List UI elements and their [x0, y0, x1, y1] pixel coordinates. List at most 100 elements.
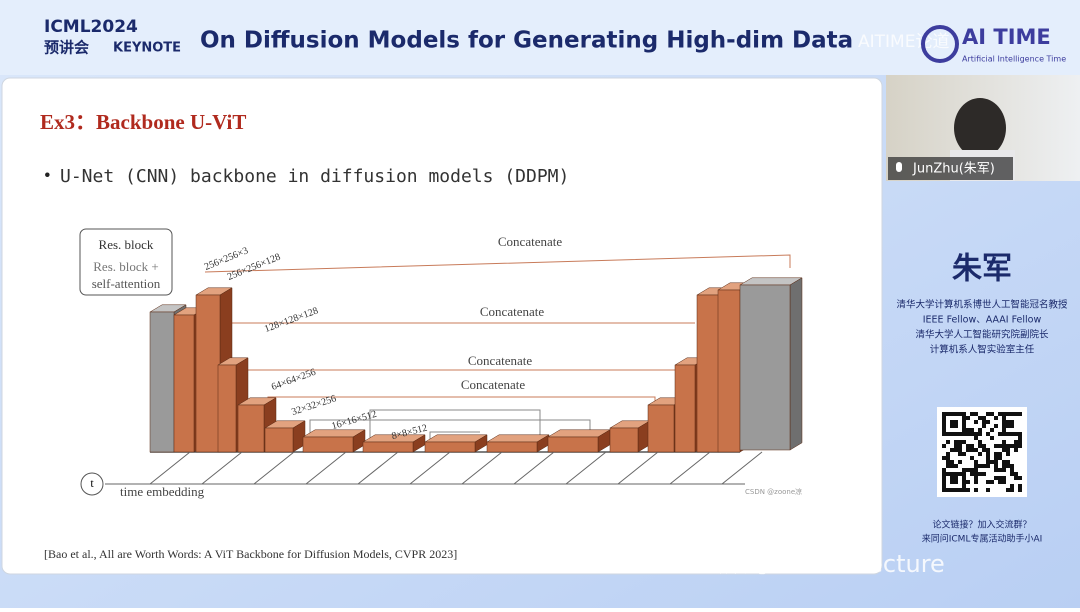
qr-cell: [982, 472, 986, 476]
qr-cell: [954, 488, 958, 492]
block: [195, 294, 221, 453]
qr-cell: [958, 452, 962, 456]
qr-cell: [1006, 464, 1010, 468]
qr-cell: [994, 424, 998, 428]
cta: 来同问ICML专属活动助手小AI: [922, 533, 1043, 545]
qr-cell: [954, 412, 958, 416]
qr-cell: [982, 448, 986, 452]
qr-cell: [978, 472, 982, 476]
qr-cell: [1002, 464, 1006, 468]
qr-cell: [990, 480, 994, 484]
time-arrow: [409, 451, 451, 485]
qr-cell: [1018, 488, 1022, 492]
qr-cell: [962, 424, 966, 428]
block: [696, 294, 720, 453]
skip-line: [429, 431, 480, 442]
qr-cell: [958, 432, 962, 436]
qr-cell: [954, 440, 958, 444]
qr-cell: [962, 472, 966, 476]
qr-cell: [942, 432, 946, 436]
qr-cell: [942, 476, 946, 480]
qr-cell: [946, 456, 950, 460]
bio-line: 计算机系人智实验室主任: [930, 344, 1035, 356]
qr-cell: [946, 464, 950, 468]
concat-label: Concatenate: [461, 377, 525, 392]
qr-cell: [942, 480, 946, 484]
citation: [Bao et al., All are Worth Words: A ViT …: [44, 547, 457, 561]
qr-cell: [946, 452, 950, 456]
time-embedding: time embedding: [120, 484, 205, 499]
qr-cell: [954, 476, 958, 480]
qr-cell: [974, 480, 978, 484]
block: [609, 427, 639, 453]
qr-cell: [970, 468, 974, 472]
time-arrow: [721, 451, 763, 485]
qr-cell: [954, 420, 958, 424]
bullet: U-Net (CNN) backbone in diffusion models…: [60, 166, 569, 187]
qr-cell: [962, 440, 966, 444]
qr-cell: [1002, 416, 1006, 420]
qr-cell: [986, 480, 990, 484]
qr-cell: [954, 444, 958, 448]
skip-line: [309, 419, 591, 437]
qr-cell: [946, 412, 950, 416]
concat-label: Concatenate: [480, 304, 544, 319]
qr-cell: [1010, 444, 1014, 448]
block: [264, 427, 294, 453]
qr-cell: [942, 472, 946, 476]
qr-cell: [962, 420, 966, 424]
talk-title: On Diffusion Models for Generating High-…: [200, 28, 853, 54]
qr-cell: [1006, 444, 1010, 448]
t-label: t: [90, 476, 94, 490]
concat-label: Concatenate: [468, 353, 532, 368]
qr-cell: [1002, 468, 1006, 472]
qr-cell: [974, 464, 978, 468]
qr-cell: [962, 432, 966, 436]
qr-cell: [974, 420, 978, 424]
qr-cell: [1014, 448, 1018, 452]
qr-cell: [970, 428, 974, 432]
qr-cell: [1010, 484, 1014, 488]
qr-cell: [942, 424, 946, 428]
qr-cell: [978, 452, 982, 456]
unet-diagram: Res. block Res. block + self-attention t…: [79, 228, 803, 499]
qr-cell: [1018, 436, 1022, 440]
block: [217, 364, 237, 453]
qr-cell: [978, 428, 982, 432]
qr-cell: [990, 412, 994, 416]
block: [486, 441, 538, 453]
qr-cell: [962, 452, 966, 456]
qr-cell: [946, 488, 950, 492]
block: [717, 289, 741, 453]
qr-cell: [994, 460, 998, 464]
qr-cell: [966, 428, 970, 432]
bullet-dot: •: [44, 165, 51, 186]
speaker-figure: [954, 98, 1006, 158]
qr-cell: [942, 420, 946, 424]
time-arrow: [513, 451, 555, 485]
qr-cell: [942, 412, 946, 416]
qr-cell: [946, 472, 950, 476]
qr-cell: [974, 412, 978, 416]
qr-cell: [998, 432, 1002, 436]
qr-cell: [978, 416, 982, 420]
qr-cell: [1002, 420, 1006, 424]
qr-cell: [1002, 432, 1006, 436]
qr-cell: [962, 476, 966, 480]
qr-cell: [1002, 444, 1006, 448]
qr-cell: [958, 444, 962, 448]
t-node: [80, 472, 104, 496]
qr-cell: [958, 412, 962, 416]
qr-cell: [986, 420, 990, 424]
skip-line: [204, 254, 791, 273]
qr-cell: [970, 432, 974, 436]
qr-cell: [966, 432, 970, 436]
qr-cell: [974, 432, 978, 436]
qr-cell: [950, 488, 954, 492]
qr-cell: [974, 460, 978, 464]
concat-label: Concatenate: [498, 234, 562, 249]
qr-cell: [1010, 468, 1014, 472]
qr-cell: [954, 424, 958, 428]
qr-cell: [982, 444, 986, 448]
qr-cell: [1002, 424, 1006, 428]
